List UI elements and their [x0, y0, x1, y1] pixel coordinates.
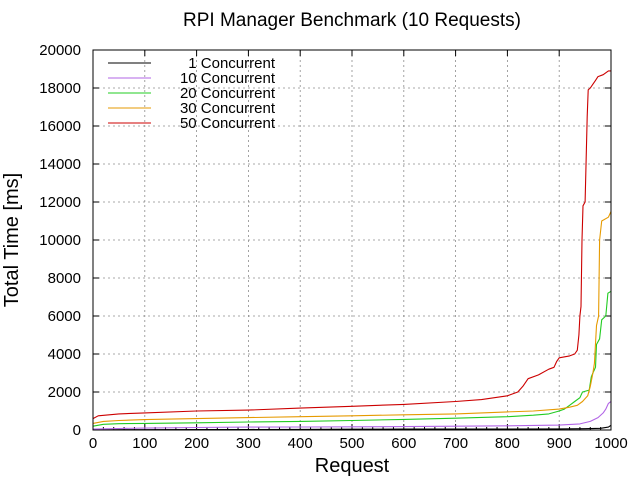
- legend-label: 30 Concurrent: [180, 100, 276, 117]
- x-tick-label: 600: [391, 435, 416, 452]
- series-line-3: [92, 290, 612, 427]
- series-line-4: [92, 211, 612, 424]
- y-tick-label: 10000: [39, 232, 81, 249]
- x-tick-label: 500: [339, 435, 364, 452]
- x-tick-label: 400: [288, 435, 313, 452]
- y-tick-label: 20000: [39, 42, 81, 59]
- x-tick-label: 300: [236, 435, 261, 452]
- y-tick-label: 2000: [48, 384, 81, 401]
- plot-frame: [92, 49, 612, 431]
- x-tick-label: 900: [547, 435, 572, 452]
- y-axis-label: Total Time [ms]: [1, 173, 23, 307]
- legend-label: 10 Concurrent: [180, 70, 276, 87]
- x-axis-label: Request: [315, 455, 390, 477]
- x-tick-label: 0: [89, 435, 97, 452]
- y-tick-label: 12000: [39, 194, 81, 211]
- chart-title: RPI Manager Benchmark (10 Requests): [183, 10, 521, 31]
- grid: [93, 50, 611, 430]
- y-tick-label: 18000: [39, 80, 81, 97]
- x-tick-label: 800: [495, 435, 520, 452]
- y-tick-label: 14000: [39, 156, 81, 173]
- y-tick-label: 0: [73, 422, 81, 439]
- y-tick-labels: 0 2000 4000 6000 8000 10000 12000 14000 16000 180…: [39, 42, 81, 439]
- series-line-5: [92, 70, 611, 420]
- x-tick-label: 700: [443, 435, 468, 452]
- series-line-2: [92, 401, 612, 430]
- legend-label: 20 Concurrent: [180, 85, 276, 102]
- x-tick-label: 1000: [594, 435, 627, 452]
- x-tick-label: 100: [132, 435, 157, 452]
- legend-label: 50 Concurrent: [180, 115, 276, 132]
- x-tick-labels: 0 100 200 300 400 500 600 700 800 900 1000: [89, 435, 628, 452]
- legend-label: 1 Concurrent: [188, 55, 276, 72]
- y-tick-label: 6000: [48, 308, 81, 325]
- x-tick-label: 200: [184, 435, 209, 452]
- y-tick-label: 16000: [39, 118, 81, 135]
- y-tick-label: 8000: [48, 270, 81, 287]
- y-tick-label: 4000: [48, 346, 81, 363]
